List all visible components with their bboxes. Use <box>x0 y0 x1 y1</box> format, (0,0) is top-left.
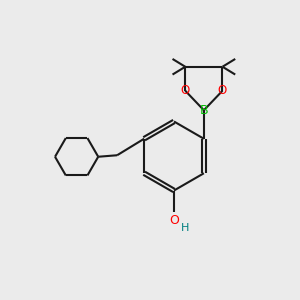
Text: O: O <box>169 214 179 226</box>
Text: O: O <box>218 84 227 97</box>
Text: B: B <box>200 104 208 117</box>
Text: H: H <box>181 223 189 232</box>
Text: O: O <box>181 84 190 97</box>
